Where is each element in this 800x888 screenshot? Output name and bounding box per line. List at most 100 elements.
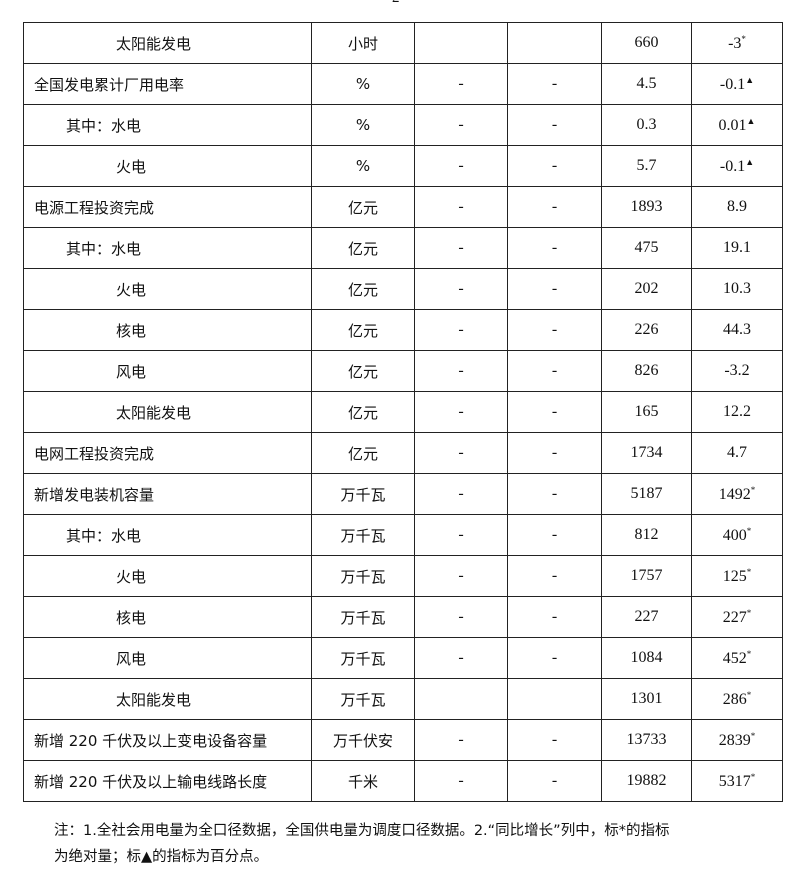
unit-cell-text: 万千瓦 — [340, 690, 386, 709]
column-4-cell: - — [507, 186, 602, 228]
growth-cell: 44.3 — [691, 309, 783, 351]
unit-cell-text: % — [355, 157, 371, 175]
growth-cell: 4.7 — [691, 432, 783, 474]
page-number: 2 — [392, 0, 400, 7]
column-3-cell: - — [414, 227, 508, 269]
column-4-cell-text: - — [551, 403, 558, 420]
growth-cell-text: 227 — [722, 608, 747, 626]
absolute-value-marker: * — [746, 607, 752, 618]
unit-cell: 亿元 — [311, 391, 415, 433]
column-4-cell: - — [507, 63, 602, 105]
table-row: 新增 220 千伏及以上变电设备容量 万千伏安 - - 13733 2839* — [23, 719, 783, 761]
unit-cell-text: 万千瓦 — [340, 526, 386, 545]
indicator-name: 太阳能发电 — [23, 678, 312, 720]
column-4-cell: - — [507, 473, 602, 515]
indicator-name-text: 新增 220 千伏及以上变电设备容量 — [34, 731, 268, 750]
unit-cell: 亿元 — [311, 432, 415, 474]
unit-cell-text: 万千伏安 — [332, 731, 393, 750]
column-4-cell: - — [507, 719, 602, 761]
unit-cell: % — [311, 145, 415, 187]
growth-cell: 286* — [691, 678, 783, 720]
unit-cell-text: 亿元 — [347, 444, 378, 463]
column-4-cell: - — [507, 596, 602, 638]
indicator-name-text: 太阳能发电 — [116, 34, 192, 53]
indicator-name: 核电 — [23, 309, 312, 351]
column-4-cell-text: - — [551, 772, 558, 789]
indicator-name-text: 全国发电累计厂用电率 — [34, 75, 185, 94]
column-3-cell-text: - — [458, 526, 464, 543]
column-3-cell-text: - — [458, 403, 464, 420]
value-cell: 4.5 — [601, 63, 692, 105]
table-row: 新增 220 千伏及以上输电线路长度 千米 - - 19882 5317* — [23, 760, 783, 802]
unit-cell: 万千瓦 — [311, 555, 415, 597]
column-3-cell: - — [414, 391, 508, 433]
indicator-name: 其中：水电 — [23, 227, 312, 269]
column-4-cell: - — [507, 391, 602, 433]
growth-cell: 227* — [691, 596, 783, 638]
column-4-cell-text: - — [551, 526, 558, 543]
column-3-cell-text: - — [458, 649, 464, 666]
growth-cell-text: 286 — [722, 690, 747, 708]
column-3-cell: - — [414, 514, 508, 556]
growth-cell-text: 400 — [722, 526, 747, 544]
footnote-line-1: 注：1.全社会用电量为全口径数据，全国供电量为调度口径数据。2.“同比增长”列中… — [54, 823, 670, 839]
value-cell-text: 660 — [634, 34, 659, 51]
column-4-cell: - — [507, 637, 602, 679]
indicator-name-text: 火电 — [116, 567, 147, 586]
table-row: 风电 亿元 - - 826 -3.2 — [23, 350, 783, 392]
absolute-value-marker: * — [750, 484, 756, 495]
column-4-cell-text: - — [551, 567, 558, 584]
value-cell-text: 0.3 — [636, 116, 657, 133]
indicator-name-text: 太阳能发电 — [116, 403, 192, 422]
column-3-cell: - — [414, 596, 508, 638]
value-cell: 5.7 — [601, 145, 692, 187]
unit-cell: 万千瓦 — [311, 514, 415, 556]
growth-cell: 8.9 — [691, 186, 783, 228]
unit-cell: 亿元 — [311, 350, 415, 392]
value-cell-text: 475 — [634, 239, 659, 256]
growth-cell-text: 12.2 — [723, 403, 751, 420]
column-3-cell-text: - — [458, 772, 464, 789]
growth-cell-text: 8.9 — [727, 198, 747, 215]
column-4-cell: - — [507, 227, 602, 269]
column-4-cell-text: - — [551, 198, 558, 215]
column-3-cell: - — [414, 760, 508, 802]
indicator-name: 太阳能发电 — [23, 22, 312, 64]
indicator-name: 火电 — [23, 555, 312, 597]
value-cell-text: 226 — [634, 321, 659, 338]
growth-cell: -3.2 — [691, 350, 783, 392]
indicator-name-text: 其中：水电 — [66, 116, 142, 135]
growth-cell: 12.2 — [691, 391, 783, 433]
column-4-cell: - — [507, 432, 602, 474]
indicator-name-text: 其中：水电 — [66, 526, 142, 545]
absolute-value-marker: * — [746, 566, 752, 577]
table-row: 其中：水电 万千瓦 - - 812 400* — [23, 514, 783, 556]
indicator-name-text: 新增 220 千伏及以上输电线路长度 — [34, 772, 268, 791]
growth-cell: 1492* — [691, 473, 783, 515]
column-3-cell-text: - — [458, 731, 464, 748]
column-3-cell: - — [414, 432, 508, 474]
column-3-cell: - — [414, 309, 508, 351]
unit-cell-text: 亿元 — [347, 280, 378, 299]
column-4-cell-text: - — [551, 75, 558, 92]
column-3-cell: - — [414, 268, 508, 310]
column-3-cell: - — [414, 719, 508, 761]
unit-cell: 万千伏安 — [311, 719, 415, 761]
column-4-cell-text: - — [551, 157, 558, 174]
unit-cell: 小时 — [311, 22, 415, 64]
indicator-name: 火电 — [23, 268, 312, 310]
table-row: 风电 万千瓦 - - 1084 452* — [23, 637, 783, 679]
value-cell: 1084 — [601, 637, 692, 679]
column-4-cell-text: - — [551, 239, 558, 256]
unit-cell-text: 亿元 — [347, 198, 378, 217]
growth-cell-text: 2839 — [718, 731, 751, 749]
unit-cell-text: 小时 — [347, 34, 378, 53]
indicator-name: 新增 220 千伏及以上变电设备容量 — [23, 719, 312, 761]
percentage-point-marker: ▲ — [745, 156, 755, 167]
percentage-point-marker: ▲ — [746, 115, 756, 126]
growth-cell: 452* — [691, 637, 783, 679]
unit-cell: 万千瓦 — [311, 596, 415, 638]
column-3-cell-text: - — [458, 321, 464, 338]
table-row: 其中：水电% - - 0.3 0.01▲ — [23, 104, 783, 146]
unit-cell-text: 亿元 — [347, 403, 378, 422]
